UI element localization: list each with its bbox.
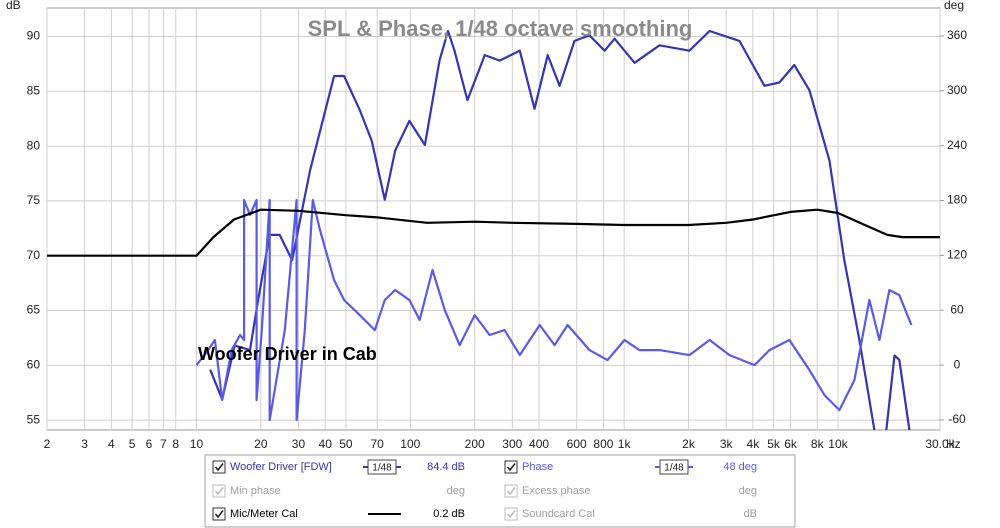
legend-label-disabled: Excess phase	[522, 485, 590, 497]
x-tick-label: 100	[400, 437, 420, 451]
check-mark	[506, 487, 516, 496]
y2-tick-label: 60	[950, 302, 964, 316]
x-tick-label: 6k	[784, 437, 798, 451]
plot-area	[46, 7, 941, 431]
legend-panel	[204, 454, 796, 528]
x-tick-label: 400	[529, 437, 549, 451]
check-mark	[214, 487, 224, 496]
chart-title: SPL & Phase, 1/48 octave smoothing	[308, 16, 693, 41]
checkbox[interactable]	[212, 484, 226, 498]
y-tick-label: 75	[27, 193, 41, 207]
checkbox[interactable]	[504, 507, 518, 521]
x-tick-label: 5	[129, 437, 136, 451]
series-line	[209, 29, 911, 430]
x-tick-label: 2k	[682, 437, 696, 451]
legend-readout: 84.4 dB	[427, 461, 465, 473]
x-tick-label: 8	[172, 437, 179, 451]
check-mark	[214, 510, 224, 519]
y-tick-label: 70	[27, 248, 41, 262]
x-tick-label: 7	[160, 437, 167, 451]
y2-tick-label: 120	[947, 248, 967, 262]
smoothing-label: 1/48	[372, 463, 392, 474]
y2-tick-label: 360	[947, 28, 967, 42]
x-tick-label: 6	[146, 437, 153, 451]
legend-label: Woofer Driver [FDW]	[230, 461, 332, 473]
y-tick-label: 55	[27, 412, 41, 426]
y-unit: dB	[6, 0, 21, 12]
x-tick-label: 4	[108, 437, 115, 451]
x-tick-label: 5k	[767, 437, 781, 451]
x-tick-label: 300	[502, 437, 522, 451]
x-tick-label: 50	[339, 437, 353, 451]
x-tick-label: 30	[292, 437, 306, 451]
legend-readout: 48 deg	[723, 461, 757, 473]
checkbox[interactable]	[212, 507, 226, 521]
y2-tick-label: 180	[947, 193, 967, 207]
y-tick-label: 60	[27, 358, 41, 372]
data-layer	[47, 29, 940, 430]
legend: Woofer Driver [FDW] 1/48 84.4 dB Phase 1/48 4…	[212, 459, 757, 521]
grid	[46, 8, 941, 430]
x-tick-label: 40	[319, 437, 333, 451]
checkbox[interactable]	[504, 460, 518, 474]
checkbox[interactable]	[504, 484, 518, 498]
checkbox[interactable]	[212, 460, 226, 474]
x-tick-label: 8k	[811, 437, 825, 451]
y-tick-label: 65	[27, 303, 41, 317]
legend-label-disabled: Min phase	[230, 485, 281, 497]
x-tick-label: 30.0k	[925, 437, 955, 451]
y2-tick-label: 240	[947, 138, 967, 152]
x-tick-label: 2	[44, 437, 51, 451]
x-tick-label: 3	[81, 437, 88, 451]
legend-label-disabled: Soundcard Cal	[522, 508, 595, 520]
x-tick-label: 800	[593, 437, 613, 451]
check-mark	[214, 463, 224, 472]
check-mark	[506, 510, 516, 519]
x-tick-label: 4k	[747, 437, 761, 451]
y2-tick-label: 300	[947, 83, 967, 97]
smoothing-label: 1/48	[664, 463, 684, 474]
y-tick-label: 90	[27, 29, 41, 43]
check-mark	[506, 463, 516, 472]
x-tick-label: 3k	[720, 437, 734, 451]
x-tick-label: 200	[465, 437, 485, 451]
x-tick-label: 70	[370, 437, 384, 451]
x-tick-label: 10	[190, 437, 204, 451]
legend-readout-disabled: deg	[447, 485, 465, 497]
y2-unit: deg	[944, 0, 964, 12]
legend-label: Mic/Meter Cal	[230, 508, 298, 520]
legend-label: Phase	[522, 461, 553, 473]
y2-tick-label: 0	[954, 357, 961, 371]
x-tick-label: 1k	[618, 437, 632, 451]
x-tick-label: 600	[567, 437, 587, 451]
y-tick-label: 85	[27, 83, 41, 97]
legend-readout-disabled: deg	[739, 485, 757, 497]
series-line	[195, 198, 913, 422]
y-tick-label: 80	[27, 138, 41, 152]
x-tick-label: 20	[254, 437, 268, 451]
legend-readout-disabled: dB	[744, 508, 757, 520]
series-line	[47, 208, 940, 257]
x-unit: Hz	[946, 437, 961, 451]
annotation: Woofer Driver in Cab	[198, 344, 377, 364]
x-tick-label: 10k	[828, 437, 848, 451]
legend-readout: 0.2 dB	[433, 508, 465, 520]
y2-tick-label: -60	[948, 412, 966, 426]
